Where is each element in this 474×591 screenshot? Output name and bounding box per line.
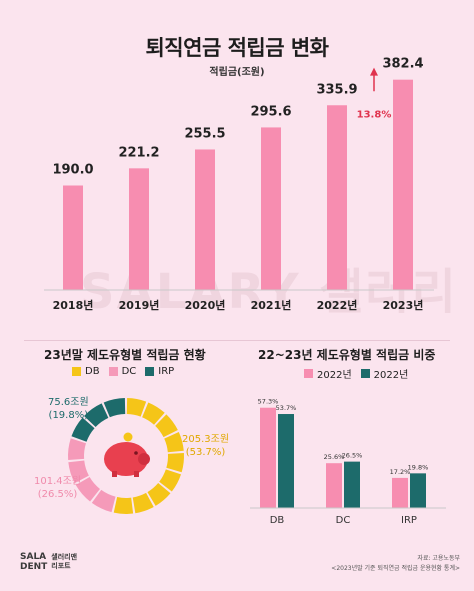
legend-label: DB [85,366,100,377]
pie-pct-dc: (26.5%) [37,489,78,500]
grouped-title: 22~23년 제도유형별 적립금 비중 [258,348,436,362]
bar-value-label: 190.0 [52,163,93,178]
legend-item-series-2: 2022년 [360,366,409,381]
bar-2019 [129,168,149,290]
pie-slice-db [155,414,178,438]
grouped-bar-value-label: 25.6% [324,453,345,461]
pie-slice-dc [68,460,89,484]
x-tick-label: 2023년 [383,298,424,312]
logo-line-2: DENT [20,562,48,572]
pie-value-db: 205.3조원 [182,434,230,445]
piggy-leg-icon [112,471,117,477]
pie-slice-db [113,497,134,514]
grouped-bar-db-1 [260,407,276,508]
logo-text-2: 리포트 [51,562,71,570]
coin-icon [123,432,133,442]
piggy-bank-icon [104,442,148,476]
legend-swatch [145,367,155,376]
piggy-snout-icon [138,453,150,465]
pie-value-irp: 75.6조원 [48,397,89,408]
piggy-leg-icon [134,471,139,477]
legend-swatch [72,367,81,376]
legend-item-series-1: 2022년 [304,366,352,381]
bar-2021 [261,127,281,290]
pie-legend: DB DC IRP [72,366,183,377]
grouped-x-tick-label: IRP [401,515,417,526]
pie-pct-irp: (19.8%) [48,410,89,421]
grouped-bar-value-label: 19.8% [408,463,429,471]
grouped-bar-irp-2 [410,473,426,508]
grouped-x-tick-label: DB [270,515,285,526]
legend-label: 2022년 [317,370,352,381]
grouped-bar-irp-1 [392,477,408,508]
growth-arrow-icon [370,67,378,76]
bar-2020 [195,149,215,290]
legend-item-dc: DC [108,366,137,377]
legend-swatch [304,369,313,378]
source-line-1: 자료: 고용노동부 [417,555,460,562]
pie-slice-db [132,492,154,514]
pie-slice-db [164,431,184,453]
pie-slice-db [142,402,165,425]
bar-2018 [63,185,83,290]
pie-slice-dc [75,477,100,502]
logo-line-1: SALA [20,552,47,562]
pie-slice-db [147,482,171,506]
pie-slice-db [159,469,182,492]
pie-label-irp: 75.6조원 (19.8%) [48,396,89,422]
pie-slice-dc [68,438,86,461]
x-tick-label: 2021년 [251,298,292,312]
x-tick-label: 2020년 [185,298,226,312]
piggy-eye-icon [134,451,138,455]
section-divider [24,340,450,341]
pie-pct-db: (53.7%) [185,447,226,458]
legend-item-db: DB [72,366,100,377]
grouped-x-tick-label: DC [336,515,351,526]
grouped-bar-dc-1 [326,463,342,508]
unit-label: 적립금(조원) [209,67,265,78]
x-tick-label: 2019년 [119,298,160,312]
footer-logo: SALA DENT 샐러리맨 리포트 [20,552,77,572]
grouped-bar-dc-2 [344,461,360,508]
pie-slice-db [166,452,184,473]
pie-label-dc: 101.4조원 (26.5%) [34,475,81,501]
grouped-bar-value-label: 26.5% [342,452,363,460]
x-tick-label: 2018년 [53,298,94,312]
pie-slice-irp [71,417,95,442]
source-line-2: <2023년말 기준 퇴직연금 적립금 운용현황 통계> [331,565,460,572]
grouped-legend: 2022년 2022년 [304,366,417,381]
legend-label: 2022년 [373,370,409,381]
pie-slice-irp [103,398,126,418]
bar-2023 [393,79,413,291]
pie-slice-db [126,398,147,417]
grouped-bar-value-label: 57.3% [258,398,279,406]
pie-slice-dc [91,489,116,513]
legend-swatch [108,367,118,376]
bar-value-label: 221.2 [118,145,159,160]
legend-label: IRP [158,366,175,377]
logo-text-1: 샐러리맨 [51,553,78,561]
growth-annotation: 13.8% [357,109,392,120]
legend-item-irp: IRP [145,366,174,377]
bar-value-label: 295.6 [250,104,291,119]
pie-value-dc: 101.4조원 [34,476,82,487]
grouped-bar-value-label: 17.2% [390,468,411,476]
bar-2022 [327,105,347,290]
pie-label-db: 205.3조원 (53.7%) [182,433,229,459]
pie-slice-irp [84,403,109,428]
legend-label: DC [121,366,137,377]
bar-value-label: 382.4 [382,57,423,72]
legend-swatch [360,369,370,378]
bar-value-label: 255.5 [184,126,225,141]
grouped-bar-db-2 [278,414,294,508]
source-note: 자료: 고용노동부 <2023년말 기준 퇴직연금 적립금 운용현황 통계> [331,554,460,574]
pie-title: 23년말 제도유형별 적립금 현황 [44,348,206,362]
page-title: 퇴직연금 적립금 변화 [145,36,329,60]
bar-value-label: 335.9 [316,82,357,97]
grouped-bar-value-label: 53.7% [276,404,297,412]
x-tick-label: 2022년 [317,298,358,312]
